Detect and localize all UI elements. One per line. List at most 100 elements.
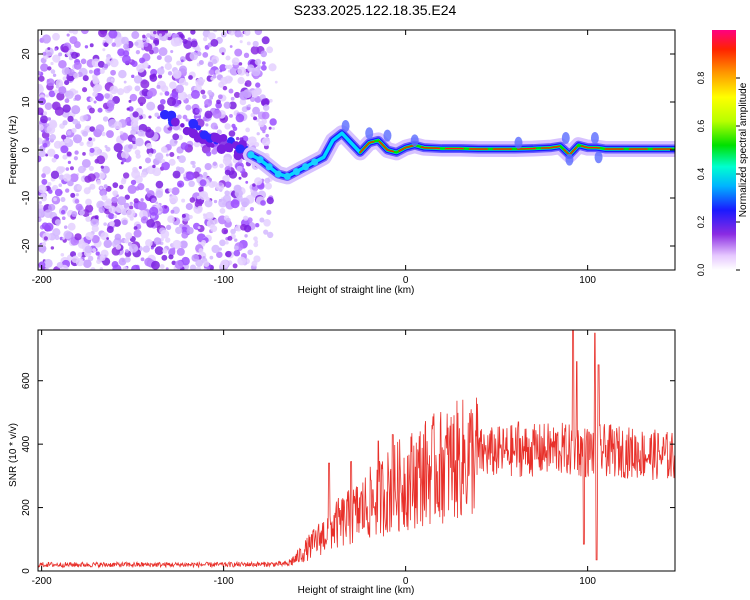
noise-blob (142, 61, 149, 69)
noise-blob (52, 32, 60, 41)
noise-blob (172, 170, 181, 179)
noise-blob (62, 76, 68, 81)
noise-blob (62, 104, 71, 113)
colorbar: 0.0 0.2 0.4 0.6 0.8 Normalized spectral ampl… (696, 30, 749, 276)
noise-blob (211, 148, 218, 155)
noise-blob (125, 118, 130, 122)
noise-blob (228, 88, 234, 94)
noise-blob (176, 180, 185, 188)
noise-blob (92, 221, 97, 225)
noise-blob (223, 142, 234, 153)
noise-blob (219, 208, 226, 214)
noise-blob (67, 160, 71, 164)
noise-blob (260, 64, 267, 71)
noise-blob (43, 111, 48, 116)
noise-blob (250, 189, 254, 193)
noise-blob (182, 114, 188, 120)
noise-blob (46, 78, 55, 87)
noise-blob (212, 109, 222, 119)
noise-blob (124, 194, 130, 200)
noise-blob (245, 180, 249, 184)
noise-blob (112, 182, 119, 189)
noise-blob (123, 43, 129, 50)
noise-blob (126, 208, 136, 219)
noise-blob (103, 63, 109, 69)
noise-blob (130, 129, 137, 136)
ridge-blob (565, 153, 574, 166)
noise-blob (48, 203, 56, 212)
noise-blob (104, 93, 110, 99)
noise-blob (190, 30, 196, 35)
noise-blob (97, 107, 103, 113)
noise-blob (109, 220, 115, 227)
noise-blob (94, 215, 99, 220)
noise-blob (216, 99, 221, 105)
noise-blob (51, 186, 56, 191)
noise-blob (176, 60, 182, 66)
noise-blob (62, 120, 68, 126)
noise-blob (238, 176, 242, 180)
noise-blob (202, 36, 208, 42)
noise-blob (247, 217, 253, 223)
noise-blob (148, 115, 152, 119)
noise-blob (71, 211, 78, 217)
noise-blob (83, 259, 92, 269)
y-tick-label: -10 (21, 190, 32, 205)
noise-blob (197, 205, 203, 212)
noise-blob (235, 144, 245, 154)
noise-blob (252, 40, 259, 48)
noise-blob (232, 263, 238, 269)
noise-blob (161, 159, 166, 163)
noise-blob (47, 117, 52, 121)
noise-blob (129, 201, 133, 206)
noise-blob (111, 42, 116, 47)
noise-blob (169, 151, 175, 158)
noise-blob (128, 106, 134, 112)
noise-blob (38, 217, 42, 223)
noise-blob (76, 184, 83, 191)
noise-blob (74, 198, 80, 204)
noise-blob (164, 205, 168, 209)
noise-blob (113, 219, 121, 227)
noise-blob (190, 89, 200, 99)
noise-blob (108, 205, 117, 214)
noise-blob (99, 255, 106, 261)
noise-blob (134, 85, 141, 92)
noise-blob (41, 250, 45, 254)
ridge-blob (383, 129, 392, 142)
noise-blob (119, 130, 124, 135)
noise-blob (49, 133, 57, 141)
noise-blob (143, 42, 149, 48)
noise-blob (99, 68, 105, 74)
noise-blob (131, 31, 140, 40)
noise-blob (133, 75, 143, 84)
noise-blob (77, 121, 81, 125)
noise-blob (86, 140, 94, 148)
noise-blob (253, 116, 258, 121)
noise-blob (238, 62, 243, 66)
noise-blob (224, 123, 231, 130)
noise-blob (258, 120, 265, 128)
noise-blob (195, 78, 204, 87)
noise-blob (196, 51, 202, 57)
noise-blob (230, 199, 240, 209)
noise-blob (224, 190, 230, 196)
noise-blob (112, 190, 119, 197)
noise-blob (207, 61, 214, 68)
noise-blob (97, 87, 101, 92)
noise-blob (121, 36, 129, 45)
noise-blob (191, 160, 196, 166)
noise-blob (202, 174, 207, 179)
noise-blob (199, 179, 207, 187)
noise-blob (148, 87, 157, 97)
noise-blob (56, 92, 65, 101)
noise-blob (225, 250, 232, 258)
ridge-blob (594, 151, 603, 164)
noise-blob (210, 38, 219, 47)
noise-blob (199, 130, 209, 140)
noise-blob (263, 219, 271, 227)
noise-blob (38, 200, 42, 205)
noise-blob (142, 34, 146, 39)
noise-blob (236, 165, 243, 172)
noise-blob (261, 61, 266, 66)
